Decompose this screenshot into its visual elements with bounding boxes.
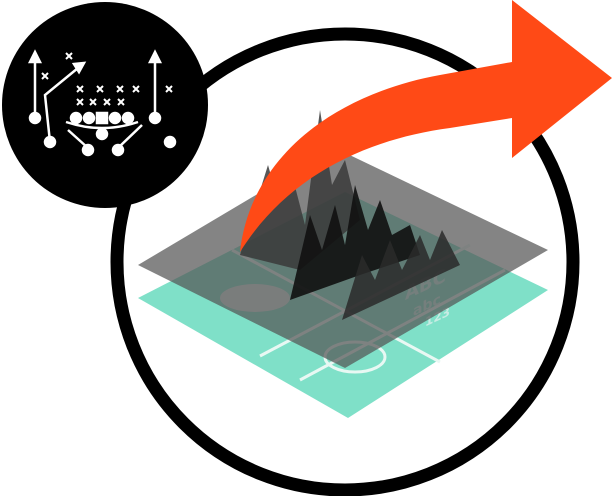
player xyxy=(43,135,57,149)
arrowhead xyxy=(27,49,43,64)
defenders xyxy=(41,52,173,106)
player xyxy=(28,111,42,125)
player xyxy=(82,111,96,125)
play-diagram xyxy=(27,49,177,157)
player xyxy=(95,127,109,141)
arrowhead xyxy=(71,61,87,75)
player xyxy=(108,111,122,125)
player xyxy=(81,143,95,157)
center xyxy=(95,111,109,125)
route xyxy=(117,124,143,149)
defender-marks xyxy=(41,52,173,106)
peak-group xyxy=(290,185,420,300)
peaks xyxy=(240,110,460,320)
arrowhead xyxy=(147,49,163,64)
player xyxy=(69,111,83,125)
routes xyxy=(33,58,157,149)
player xyxy=(163,135,177,149)
players xyxy=(28,111,177,157)
player xyxy=(121,111,135,125)
arrow xyxy=(240,0,612,252)
player xyxy=(111,143,125,157)
route xyxy=(43,67,79,143)
line-arc xyxy=(65,120,139,130)
player xyxy=(148,111,162,125)
peak-group xyxy=(342,230,460,320)
